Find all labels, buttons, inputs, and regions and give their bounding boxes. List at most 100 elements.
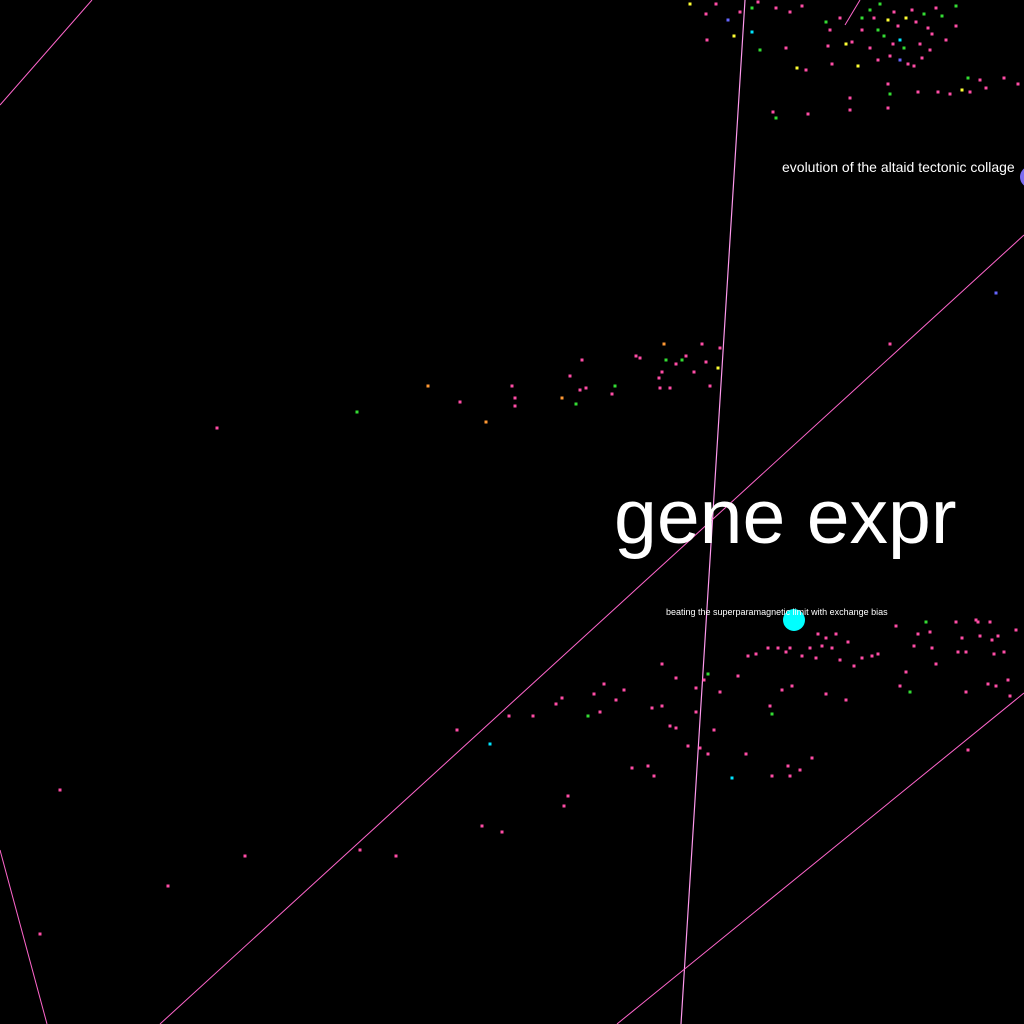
graph-node[interactable] — [994, 291, 998, 295]
graph-node[interactable] — [956, 650, 960, 654]
graph-node[interactable] — [634, 354, 638, 358]
graph-node[interactable] — [912, 644, 916, 648]
graph-node[interactable] — [918, 42, 922, 46]
graph-node[interactable] — [1006, 678, 1010, 682]
graph-node[interactable] — [660, 662, 664, 666]
graph-node[interactable] — [646, 764, 650, 768]
graph-node[interactable] — [828, 28, 832, 32]
graph-node[interactable] — [944, 38, 948, 42]
graph-node[interactable] — [984, 86, 988, 90]
graph-node[interactable] — [790, 684, 794, 688]
graph-node[interactable] — [704, 12, 708, 16]
graph-node[interactable] — [886, 18, 890, 22]
graph-node[interactable] — [904, 670, 908, 674]
graph-node[interactable] — [568, 374, 572, 378]
graph-node[interactable] — [680, 358, 684, 362]
graph-node[interactable] — [844, 42, 848, 46]
graph-node[interactable] — [914, 20, 918, 24]
graph-node[interactable] — [922, 12, 926, 16]
graph-node[interactable] — [804, 68, 808, 72]
graph-node[interactable] — [662, 342, 666, 346]
graph-node[interactable] — [507, 714, 511, 718]
graph-node[interactable] — [948, 92, 952, 96]
graph-node[interactable] — [974, 618, 978, 622]
graph-node[interactable] — [674, 676, 678, 680]
graph-node[interactable] — [554, 702, 558, 706]
graph-node[interactable] — [674, 362, 678, 366]
graph-node[interactable] — [788, 646, 792, 650]
graph-node[interactable] — [513, 404, 517, 408]
graph-node[interactable] — [810, 756, 814, 760]
graph-node[interactable] — [876, 58, 880, 62]
graph-node[interactable] — [716, 366, 720, 370]
graph-node[interactable] — [990, 638, 994, 642]
graph-node[interactable] — [562, 804, 566, 808]
graph-node[interactable] — [936, 90, 940, 94]
graph-node[interactable] — [834, 632, 838, 636]
graph-node[interactable] — [928, 630, 932, 634]
graph-node[interactable] — [686, 744, 690, 748]
graph-node[interactable] — [892, 10, 896, 14]
graph-node[interactable] — [630, 766, 634, 770]
graph-node[interactable] — [988, 620, 992, 624]
graph-node[interactable] — [870, 654, 874, 658]
graph-node[interactable] — [732, 34, 736, 38]
graph-node[interactable] — [455, 728, 459, 732]
graph-node[interactable] — [916, 632, 920, 636]
graph-node[interactable] — [994, 684, 998, 688]
graph-node[interactable] — [898, 58, 902, 62]
graph-node[interactable] — [355, 410, 359, 414]
graph-node[interactable] — [964, 690, 968, 694]
graph-node[interactable] — [954, 4, 958, 8]
graph-node[interactable] — [694, 710, 698, 714]
graph-node[interactable] — [58, 788, 62, 792]
graph-node[interactable] — [964, 650, 968, 654]
graph-node[interactable] — [674, 726, 678, 730]
graph-node[interactable] — [788, 10, 792, 14]
graph-node[interactable] — [872, 16, 876, 20]
graph-node[interactable] — [886, 106, 890, 110]
graph-node[interactable] — [718, 690, 722, 694]
graph-node[interactable] — [1014, 628, 1018, 632]
graph-node[interactable] — [706, 672, 710, 676]
graph-node[interactable] — [966, 76, 970, 80]
graph-node[interactable] — [795, 66, 799, 70]
graph-node[interactable] — [38, 932, 42, 936]
graph-node[interactable] — [908, 690, 912, 694]
graph-node[interactable] — [934, 6, 938, 10]
graph-node[interactable] — [868, 46, 872, 50]
graph-node[interactable] — [902, 46, 906, 50]
graph-node[interactable] — [920, 56, 924, 60]
graph-node[interactable] — [705, 38, 709, 42]
graph-node[interactable] — [560, 696, 564, 700]
graph-node[interactable] — [896, 24, 900, 28]
graph-node[interactable] — [692, 370, 696, 374]
graph-node[interactable] — [894, 624, 898, 628]
graph-node[interactable] — [426, 384, 430, 388]
graph-node[interactable] — [816, 632, 820, 636]
graph-node[interactable] — [800, 4, 804, 8]
graph-node[interactable] — [904, 16, 908, 20]
graph-node[interactable] — [700, 342, 704, 346]
graph-node[interactable] — [531, 714, 535, 718]
graph-node[interactable] — [358, 848, 362, 852]
graph-node[interactable] — [960, 88, 964, 92]
graph-node[interactable] — [838, 16, 842, 20]
graph-node[interactable] — [480, 824, 484, 828]
graph-node[interactable] — [906, 62, 910, 66]
graph-node[interactable] — [668, 724, 672, 728]
graph-node[interactable] — [704, 360, 708, 364]
graph-node[interactable] — [657, 376, 661, 380]
graph-node[interactable] — [934, 662, 938, 666]
graph-node[interactable] — [966, 748, 970, 752]
highlight-node-cyan[interactable] — [783, 609, 805, 631]
graph-node[interactable] — [888, 54, 892, 58]
graph-node[interactable] — [243, 854, 247, 858]
graph-node[interactable] — [622, 688, 626, 692]
graph-node[interactable] — [882, 34, 886, 38]
graph-node[interactable] — [684, 354, 688, 358]
graph-node[interactable] — [770, 774, 774, 778]
graph-node[interactable] — [996, 634, 1000, 638]
graph-node[interactable] — [800, 654, 804, 658]
